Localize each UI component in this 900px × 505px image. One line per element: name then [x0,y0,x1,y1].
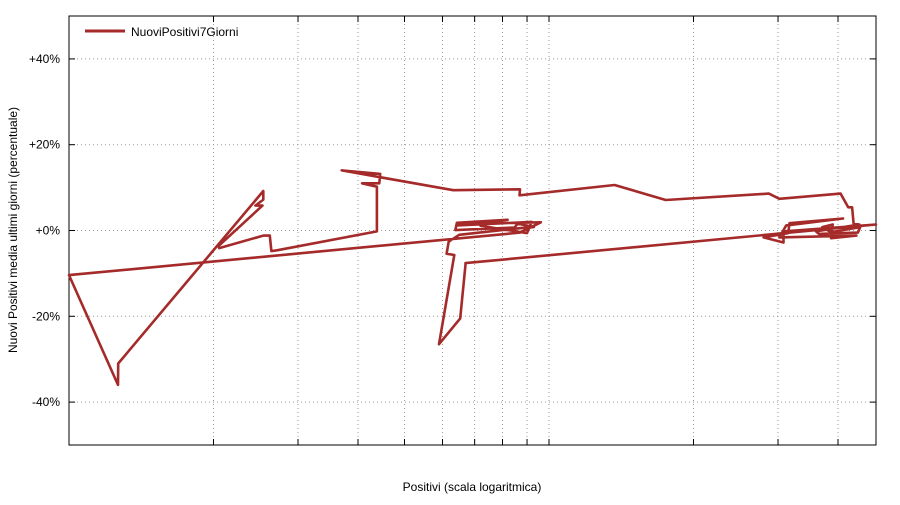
series-line [67,169,878,387]
y-tick-label: +20% [29,138,60,152]
y-axis-label: Nuovi Positivi media ultimi giorni (perc… [6,107,20,353]
x-axis-label: Positivi (scala logaritmica) [403,480,542,494]
y-tick-label: +0% [36,224,61,238]
y-axis: -40% -20% +0% +20% +40% [29,52,876,409]
y-tick-label: +40% [29,52,60,66]
y-tick-label: -20% [32,309,60,323]
legend: NuoviPositivi7Giorni [85,25,238,39]
series-group [67,169,878,387]
x-axis [212,16,839,445]
grid [69,16,876,445]
y-tick-label: -40% [32,395,60,409]
legend-label: NuoviPositivi7Giorni [131,25,238,39]
